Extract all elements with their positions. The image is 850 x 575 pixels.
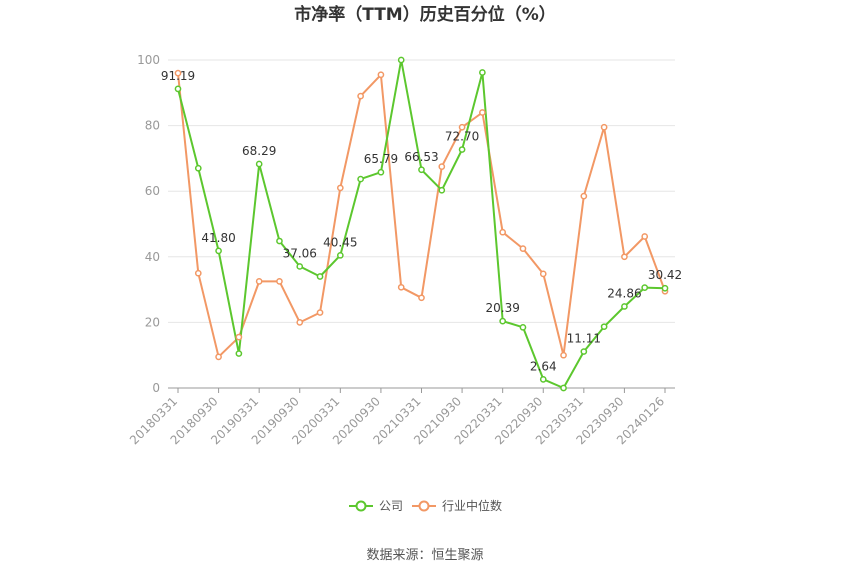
data-point-industry-median[interactable] (235, 333, 243, 341)
data-point-company[interactable] (661, 284, 669, 292)
data-point-industry-median[interactable] (458, 123, 466, 131)
data-label-company: 40.45 (323, 235, 357, 249)
data-point-industry-median[interactable] (215, 353, 222, 361)
data-point-company[interactable] (499, 317, 507, 325)
data-point-company[interactable] (215, 247, 222, 255)
data-point-industry-median[interactable] (438, 163, 446, 170)
y-tick-label: 60 (145, 184, 160, 198)
data-point-company[interactable] (296, 263, 304, 270)
data-point-company[interactable] (580, 348, 588, 355)
legend-item-industry-median[interactable]: 行业中位数 (412, 498, 502, 513)
legend-item-company[interactable]: 公司 (349, 499, 403, 513)
data-point-company[interactable] (539, 375, 547, 383)
data-point-industry-median[interactable] (336, 184, 344, 192)
data-point-industry-median[interactable] (600, 123, 608, 131)
data-label-company: 72.70 (445, 130, 479, 144)
data-point-company[interactable] (560, 384, 567, 392)
legend-company-swatch-dot (355, 500, 367, 512)
data-point-company[interactable] (641, 284, 649, 291)
data-point-industry-median[interactable] (539, 270, 547, 278)
data-label-company: 41.80 (201, 231, 235, 245)
data-point-company[interactable] (397, 56, 405, 64)
data-point-company[interactable] (255, 160, 263, 168)
data-point-industry-median[interactable] (641, 233, 649, 240)
data-point-industry-median[interactable] (316, 309, 324, 316)
data-point-industry-median[interactable] (580, 192, 588, 200)
grid (168, 59, 675, 323)
data-point-industry-median[interactable] (377, 71, 385, 79)
series-line-industry-median (177, 72, 666, 358)
data-point-company[interactable] (519, 323, 527, 331)
data-point-company[interactable] (479, 69, 486, 76)
data-label-company: 24.86 (607, 286, 641, 300)
data-point-industry-median[interactable] (174, 69, 182, 77)
data-point-industry-median[interactable] (560, 351, 567, 359)
y-tick-label: 20 (145, 315, 160, 329)
legend-company-label: 公司 (379, 499, 403, 513)
chart-title: 市净率（TTM）历史百分位（%） (294, 4, 556, 25)
y-tick-label: 80 (145, 119, 160, 133)
data-point-company[interactable] (336, 251, 344, 259)
data-label-company: 91.19 (161, 69, 195, 83)
data-point-company[interactable] (438, 186, 446, 194)
data-point-industry-median[interactable] (479, 109, 486, 116)
data-point-industry-median[interactable] (418, 294, 425, 302)
data-point-company[interactable] (621, 303, 628, 310)
series-points (174, 56, 669, 392)
data-point-company[interactable] (377, 168, 385, 176)
source-note: 数据来源：恒生聚源 (366, 548, 483, 563)
data-labels: 91.19 41.80 68.29 37.06 40.45 65.79 66.53 72.70… (161, 69, 682, 373)
data-point-company[interactable] (194, 164, 202, 172)
data-point-industry-median[interactable] (255, 278, 263, 285)
data-label-company: 11.11 (567, 332, 601, 346)
data-label-company: 30.42 (648, 268, 682, 282)
axes: 0204060801002018033120180930201903312019… (127, 53, 675, 447)
data-label-company: 37.06 (283, 246, 317, 260)
data-point-industry-median[interactable] (519, 245, 527, 252)
data-point-company[interactable] (418, 166, 425, 174)
data-point-industry-median[interactable] (296, 319, 304, 326)
data-point-industry-median[interactable] (621, 253, 628, 261)
y-tick-label: 0 (152, 381, 160, 395)
data-point-company[interactable] (316, 273, 324, 280)
y-tick-label: 100 (137, 53, 160, 67)
data-point-industry-median[interactable] (276, 278, 283, 285)
data-point-company[interactable] (235, 350, 243, 357)
legend[interactable]: 公司 行业中位数 (349, 498, 502, 513)
data-label-company: 65.79 (364, 152, 398, 166)
data-label-company: 20.39 (485, 301, 519, 315)
data-point-industry-median[interactable] (499, 228, 507, 236)
legend-industry-label: 行业中位数 (442, 498, 502, 513)
data-point-company[interactable] (174, 85, 182, 93)
data-point-company[interactable] (458, 146, 466, 153)
data-point-company[interactable] (600, 323, 608, 331)
data-point-industry-median[interactable] (397, 283, 405, 291)
data-point-company[interactable] (357, 175, 364, 183)
data-point-company[interactable] (276, 237, 283, 245)
data-label-company: 68.29 (242, 144, 276, 158)
data-point-industry-median[interactable] (194, 269, 202, 277)
data-label-company: 2.64 (530, 359, 557, 373)
y-tick-label: 40 (145, 250, 160, 264)
legend-industry-swatch-dot (418, 500, 430, 512)
data-label-company: 66.53 (404, 150, 438, 164)
data-point-industry-median[interactable] (357, 92, 364, 100)
